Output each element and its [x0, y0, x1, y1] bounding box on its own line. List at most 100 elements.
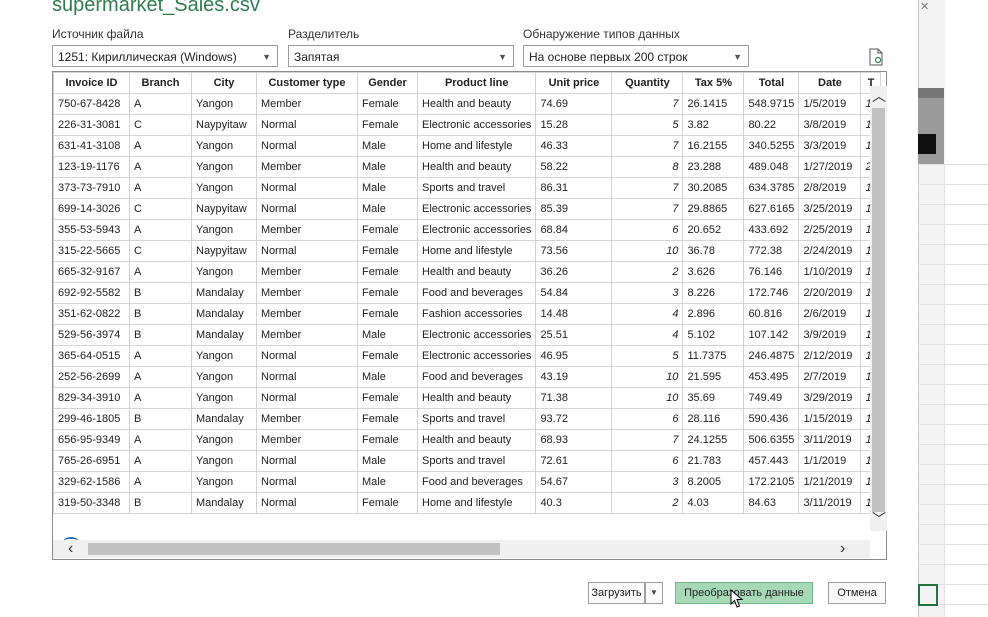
- table-cell: A: [129, 177, 192, 199]
- table-cell: 23.288: [682, 156, 745, 178]
- column-header[interactable]: Branch: [129, 72, 192, 94]
- table-cell: 8.2005: [682, 471, 745, 493]
- table-cell: 85.39: [535, 198, 613, 220]
- table-cell: 11.7375: [682, 345, 745, 367]
- table-cell: 8.226: [682, 282, 745, 304]
- table-cell: 2/20/2019: [798, 282, 862, 304]
- table-cell: Naypyitaw: [191, 198, 257, 220]
- table-cell: 172.746: [743, 282, 800, 304]
- table-cell: Electronic accessories: [416, 345, 537, 367]
- mouse-pointer-icon: [730, 589, 744, 608]
- table-cell: 3/25/2019: [798, 198, 862, 220]
- type-detection-select[interactable]: На основе первых 200 строк ▼: [523, 45, 749, 67]
- column-header[interactable]: Quantity: [611, 72, 684, 94]
- chevron-left-icon[interactable]: ‹: [68, 540, 74, 557]
- side-bar-black: [918, 134, 936, 154]
- column-header[interactable]: City: [191, 72, 257, 94]
- table-cell: Sports and travel: [416, 177, 537, 199]
- table-cell: 1/10/2019: [798, 261, 862, 283]
- column-header[interactable]: Gender: [357, 72, 418, 94]
- table-cell: 2/12/2019: [798, 345, 862, 367]
- table-cell: Mandalay: [191, 408, 257, 430]
- column-header[interactable]: Tax 5%: [682, 72, 745, 94]
- table-cell: Female: [357, 240, 418, 262]
- selected-cell: [918, 584, 938, 606]
- table-cell: 246.4875: [743, 345, 800, 367]
- table-cell: 7: [611, 93, 684, 115]
- table-cell: 1/1/2019: [798, 450, 862, 472]
- table-cell: 772.38: [743, 240, 800, 262]
- table-cell: Female: [357, 114, 418, 136]
- table-cell: 6: [611, 450, 684, 472]
- table-cell: 6: [611, 219, 684, 241]
- table-cell: 2/25/2019: [798, 219, 862, 241]
- chevron-up-icon[interactable]: ︿: [872, 88, 886, 104]
- load-button[interactable]: Загрузить: [588, 582, 645, 604]
- table-cell: 80.22: [743, 114, 800, 136]
- table-cell: Normal: [256, 135, 358, 157]
- table-cell: B: [129, 492, 192, 514]
- table-cell: 46.33: [535, 135, 613, 157]
- column-header[interactable]: Unit price: [535, 72, 613, 94]
- cancel-button[interactable]: Отмена: [828, 582, 886, 604]
- table-cell: 72.61: [535, 450, 613, 472]
- delimiter-select[interactable]: Запятая ▼: [288, 45, 514, 67]
- table-cell: 750-67-8428: [53, 93, 130, 115]
- table-cell: Normal: [256, 177, 358, 199]
- data-preview-grid[interactable]: Invoice ID Branch City Customer type Gender P…: [52, 71, 887, 560]
- column-header[interactable]: Invoice ID: [53, 72, 130, 94]
- table-cell: A: [129, 387, 192, 409]
- table-cell: Normal: [256, 492, 358, 514]
- table-cell: 10: [611, 240, 684, 262]
- table-cell: Fashion accessories: [416, 303, 537, 325]
- transform-data-button[interactable]: Преобразовать данные: [675, 582, 813, 604]
- column-header[interactable]: Product line: [416, 72, 537, 94]
- chevron-right-icon[interactable]: ›: [840, 540, 846, 557]
- table-cell: B: [129, 303, 192, 325]
- table-cell: A: [129, 471, 192, 493]
- table-cell: Normal: [256, 450, 358, 472]
- document-settings-icon[interactable]: [868, 48, 884, 66]
- table-cell: Normal: [256, 471, 358, 493]
- column-header[interactable]: Date: [798, 72, 862, 94]
- column-header[interactable]: Total: [743, 72, 800, 94]
- table-cell: 1/27/2019: [798, 156, 862, 178]
- dialog-title: supermarket_Sales.csv: [52, 0, 260, 16]
- spreadsheet-column-line: [944, 164, 945, 617]
- table-cell: Member: [256, 429, 358, 451]
- column-header[interactable]: Customer type: [256, 72, 358, 94]
- table-cell: Male: [357, 324, 418, 346]
- table-cell: Health and beauty: [416, 93, 537, 115]
- table-cell: 3/3/2019: [798, 135, 862, 157]
- table-cell: 489.048: [743, 156, 800, 178]
- table-cell: 40.3: [535, 492, 613, 514]
- table-cell: Food and beverages: [416, 282, 537, 304]
- table-cell: Home and lifestyle: [416, 135, 537, 157]
- table-cell: 2/24/2019: [798, 240, 862, 262]
- table-cell: 4: [611, 324, 684, 346]
- table-cell: Female: [357, 408, 418, 430]
- vertical-scroll-thumb[interactable]: [872, 108, 885, 512]
- table-cell: 73.56: [535, 240, 613, 262]
- table-cell: 2/8/2019: [798, 177, 862, 199]
- table-cell: Yangon: [191, 219, 257, 241]
- table-cell: B: [129, 408, 192, 430]
- table-cell: 3/11/2019: [798, 429, 862, 451]
- table-cell: Normal: [256, 366, 358, 388]
- table-cell: Male: [357, 177, 418, 199]
- table-cell: Yangon: [191, 387, 257, 409]
- file-origin-select[interactable]: 1251: Кириллическая (Windows) ▼: [52, 45, 278, 67]
- table-cell: 351-62-0822: [53, 303, 130, 325]
- horizontal-scroll-thumb[interactable]: [88, 543, 500, 555]
- table-cell: Yangon: [191, 177, 257, 199]
- table-cell: C: [129, 240, 192, 262]
- table-cell: Yangon: [191, 429, 257, 451]
- spreadsheet-grid: [918, 164, 988, 617]
- table-cell: Electronic accessories: [416, 219, 537, 241]
- load-dropdown-button[interactable]: ▼: [645, 582, 663, 604]
- table-cell: 4.03: [682, 492, 745, 514]
- table-cell: 36.78: [682, 240, 745, 262]
- table-cell: 107.142: [743, 324, 800, 346]
- side-bar-dark: [918, 88, 944, 98]
- chevron-down-icon[interactable]: ﹀: [872, 511, 886, 527]
